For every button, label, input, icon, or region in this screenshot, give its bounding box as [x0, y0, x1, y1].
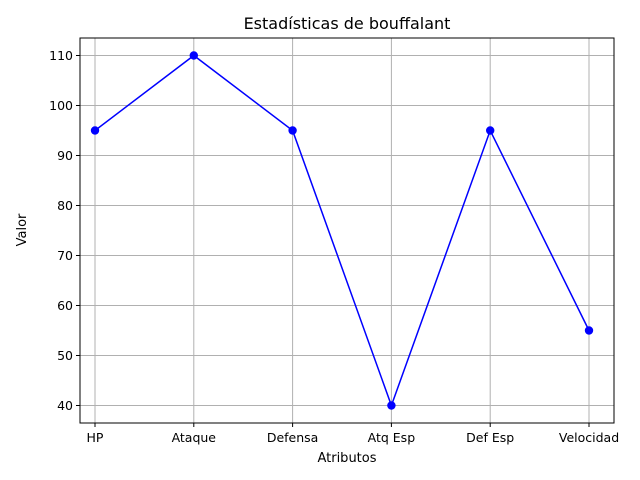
chart-title: Estadísticas de bouffalant: [244, 14, 451, 33]
data-point: [584, 326, 594, 335]
y-tick-label: 70: [57, 248, 73, 263]
x-tick-label: Ataque: [172, 430, 217, 445]
y-axis-label: Valor: [15, 213, 30, 246]
y-tick-label: 110: [49, 48, 73, 63]
y-tick-label: 50: [57, 348, 73, 363]
axis-ticks: HP Ataque Defensa Atq Esp Def Esp Velocidad 40…: [49, 48, 619, 445]
x-tick-label: Velocidad: [559, 430, 619, 445]
data-point: [189, 51, 198, 60]
x-tick-label: Def Esp: [466, 430, 514, 445]
x-tick-label: HP: [87, 430, 104, 445]
x-tick-label: Defensa: [267, 430, 319, 445]
grid-lines: [80, 38, 614, 423]
data-point: [90, 126, 100, 135]
data-point: [486, 126, 495, 135]
plot-area-frame: [79, 37, 615, 424]
y-tick-label: 40: [57, 398, 73, 413]
data-point: [387, 401, 396, 410]
x-tick-label: Atq Esp: [368, 430, 416, 445]
y-tick-label: 100: [49, 98, 73, 113]
data-point: [288, 126, 297, 135]
series-layer: [90, 51, 594, 410]
y-tick-label: 60: [57, 298, 73, 313]
x-axis-label: Atributos: [317, 451, 376, 466]
y-tick-label: 90: [57, 148, 73, 163]
y-tick-label: 80: [57, 198, 73, 213]
series-line: [94, 54, 590, 408]
